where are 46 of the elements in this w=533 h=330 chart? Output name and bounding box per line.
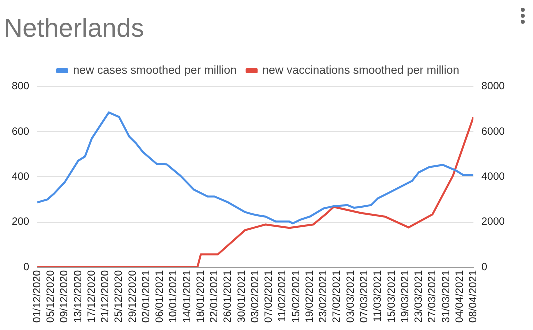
x-tick-label: 08/04/2021 xyxy=(468,270,480,324)
x-tick-label: 26/01/2021 xyxy=(222,270,234,324)
x-tick-label: 31/03/2021 xyxy=(440,270,452,324)
x-tick-label: 19/03/2021 xyxy=(399,270,412,324)
x-tick-label: 02/01/2021 xyxy=(140,270,152,324)
y2-tick-label: 6000 xyxy=(482,126,506,138)
x-tick-label: 30/01/2021 xyxy=(236,270,248,324)
x-tick-label: 14/01/2021 xyxy=(181,270,194,324)
x-tick-label: 09/12/2020 xyxy=(58,270,71,324)
y-tick-label: 600 xyxy=(12,126,30,138)
x-tick-label: 13/12/2020 xyxy=(72,270,84,324)
x-tick-label: 11/03/2021 xyxy=(372,270,384,322)
x-tick-label: 27/03/2021 xyxy=(426,270,439,324)
legend-label: new cases smoothed per million xyxy=(73,65,237,78)
chart-title: Netherlands xyxy=(4,12,144,43)
x-tick-label: 18/01/2021 xyxy=(194,270,207,324)
x-tick-label: 05/12/2020 xyxy=(45,270,58,324)
x-tick-label: 07/02/2021 xyxy=(263,270,276,324)
x-tick-label: 15/02/2021 xyxy=(290,270,302,324)
x-tick-label: 17/12/2020 xyxy=(86,270,98,324)
x-tick-label: 04/04/2021 xyxy=(454,270,466,324)
y-tick-label: 200 xyxy=(12,216,30,228)
x-tick-label: 19/02/2021 xyxy=(304,270,316,324)
x-tick-label: 25/12/2020 xyxy=(113,270,126,324)
y2-tick-label: 0 xyxy=(482,261,488,274)
x-tick-label: 27/02/2021 xyxy=(331,270,344,324)
y2-tick-label: 2000 xyxy=(482,216,506,228)
y-tick-label: 0 xyxy=(24,261,30,274)
x-tick-label: 11/02/2021 xyxy=(276,270,289,322)
x-tick-label: 07/03/2021 xyxy=(358,270,370,324)
x-tick-label: 23/03/2021 xyxy=(413,270,426,324)
x-tick-label: 03/03/2021 xyxy=(344,270,357,324)
x-tick-label: 22/01/2021 xyxy=(208,270,221,324)
y2-tick-label: 8000 xyxy=(482,80,506,93)
x-tick-label: 01/12/2020 xyxy=(31,270,44,324)
x-tick-label: 29/12/2020 xyxy=(126,270,139,324)
y2-tick-label: 4000 xyxy=(482,170,506,183)
x-tick-label: 10/01/2021 xyxy=(168,270,180,324)
x-tick-label: 21/12/2020 xyxy=(100,270,112,324)
x-tick-label: 15/03/2021 xyxy=(386,270,398,324)
x-tick-label: 23/02/2021 xyxy=(318,270,330,324)
y-tick-label: 800 xyxy=(12,80,30,93)
x-tick-label: 06/01/2021 xyxy=(154,270,166,324)
y-tick-label: 400 xyxy=(12,170,30,183)
x-tick-label: 03/02/2021 xyxy=(249,270,262,324)
legend-label: new vaccinations smoothed per million xyxy=(262,65,460,78)
